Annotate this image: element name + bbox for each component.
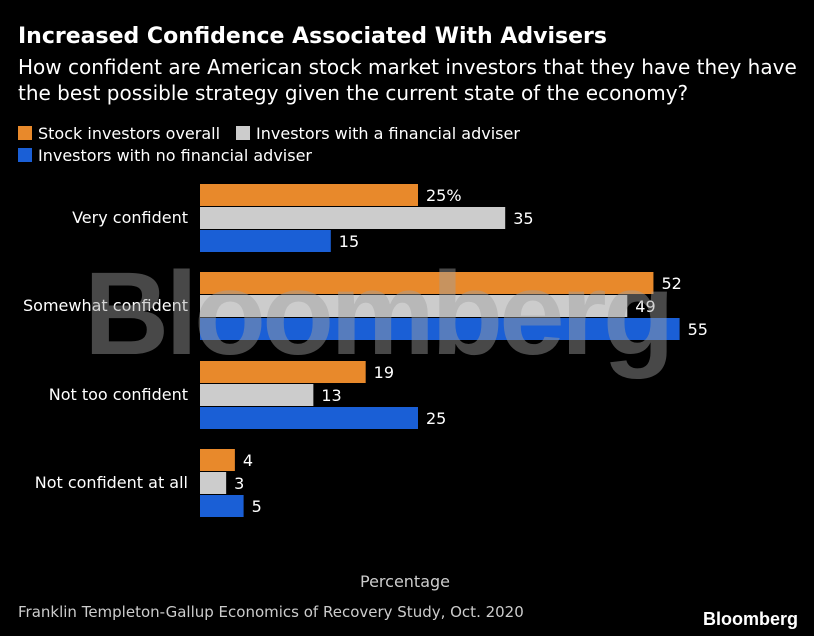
bar-not-confident-at-all-series-0	[200, 449, 235, 471]
value-label-very-confident-series-1: 35	[513, 209, 533, 228]
value-label-somewhat-confident-series-0: 52	[661, 274, 681, 293]
legend-item-overall: Stock investors overall	[18, 124, 220, 143]
legend-label-adviser: Investors with a financial adviser	[256, 123, 520, 143]
bar-somewhat-confident-series-1	[200, 295, 628, 317]
legend: Stock investors overall Investors with a…	[18, 122, 536, 166]
value-label-somewhat-confident-series-2: 55	[688, 320, 708, 339]
bar-somewhat-confident-series-2	[200, 318, 680, 340]
legend-swatch-no-adviser	[18, 148, 32, 162]
bloomberg-logo: Bloomberg	[702, 609, 798, 629]
bar-not-too-confident-series-0	[200, 361, 366, 383]
bar-somewhat-confident-series-0	[200, 272, 654, 294]
value-label-somewhat-confident-series-1: 49	[635, 297, 655, 316]
bar-very-confident-series-1	[200, 207, 506, 229]
value-label-not-too-confident-series-0: 19	[374, 363, 394, 382]
bar-chart: Very confident 25% 35 15 Somewhat confident 5…	[23, 184, 708, 517]
value-label-not-too-confident-series-1: 13	[321, 386, 341, 405]
category-label-not-too-confident: Not too confident	[49, 385, 188, 404]
value-label-very-confident-series-0: 25%	[426, 186, 462, 205]
category-label-not-confident-at-all: Not confident at all	[35, 473, 188, 492]
bar-not-confident-at-all-series-1	[200, 472, 227, 494]
x-axis-label: Percentage	[360, 572, 451, 591]
bar-not-too-confident-series-2	[200, 407, 418, 429]
bar-not-too-confident-series-1	[200, 384, 314, 406]
legend-row-1: Stock investors overall Investors with a…	[18, 122, 536, 144]
value-label-not-confident-at-all-series-2: 5	[252, 497, 262, 516]
chart-subtitle: How confident are American stock market …	[18, 55, 797, 105]
value-label-not-too-confident-series-2: 25	[426, 409, 446, 428]
legend-swatch-overall	[18, 126, 32, 140]
legend-item-adviser: Investors with a financial adviser	[236, 124, 520, 143]
chart-title: Increased Confidence Associated With Adv…	[18, 24, 607, 49]
value-label-not-confident-at-all-series-0: 4	[243, 451, 253, 470]
legend-label-no-adviser: Investors with no financial adviser	[38, 145, 312, 165]
category-label-very-confident: Very confident	[72, 208, 188, 227]
source-note: Franklin Templeton-Gallup Economics of R…	[18, 603, 524, 621]
bar-not-confident-at-all-series-2	[200, 495, 244, 517]
legend-row-2: Investors with no financial adviser	[18, 144, 536, 166]
category-label-somewhat-confident: Somewhat confident	[23, 296, 188, 315]
legend-swatch-adviser	[236, 126, 251, 140]
bar-very-confident-series-0	[200, 184, 418, 206]
bar-very-confident-series-2	[200, 230, 331, 252]
legend-label-overall: Stock investors overall	[38, 123, 221, 143]
legend-item-no-adviser: Investors with no financial adviser	[18, 146, 312, 165]
value-label-very-confident-series-2: 15	[339, 232, 359, 251]
value-label-not-confident-at-all-series-1: 3	[234, 474, 244, 493]
